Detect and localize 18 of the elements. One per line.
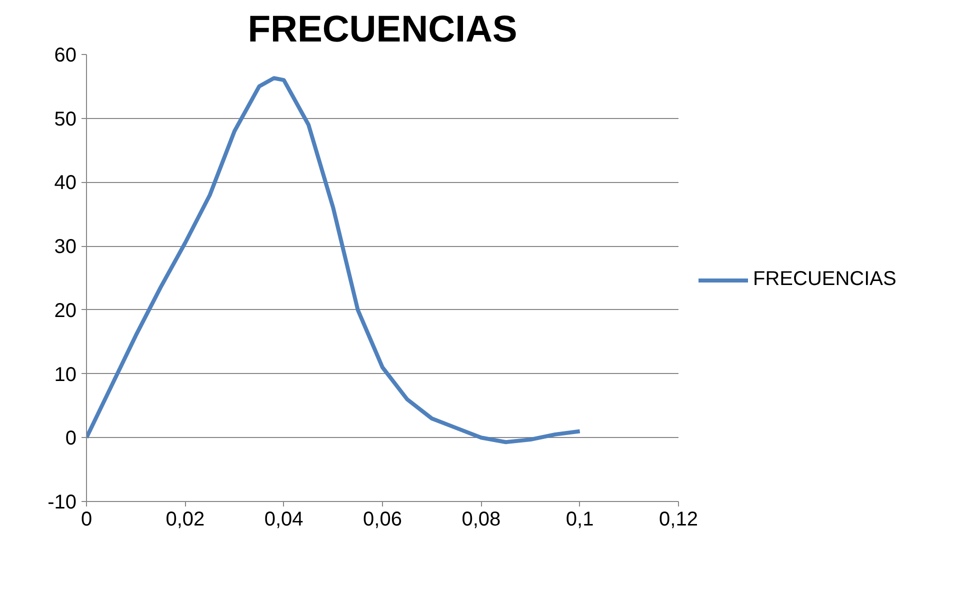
x-tick-label: 0,06 (363, 508, 402, 530)
x-tick-label: 0 (80, 508, 92, 530)
y-tick-label: 50 (54, 108, 77, 130)
x-tick-label: 0,02 (166, 508, 205, 530)
y-tick-label: 0 (65, 428, 76, 450)
x-tick-label: 0,12 (659, 508, 698, 530)
x-tick-label: 0,1 (566, 508, 594, 530)
legend-label: FRECUENCIAS (753, 268, 896, 291)
line-series (86, 76, 582, 444)
x-tick-label: 0,04 (264, 508, 304, 530)
y-tick-label: 40 (54, 172, 77, 194)
chart-title: FRECUENCIAS (248, 8, 518, 50)
y-tick-label: 20 (54, 300, 77, 322)
y-tick-label: -10 (48, 492, 76, 514)
y-tick-label: 60 (54, 44, 77, 66)
y-tick-label: 30 (54, 236, 77, 258)
y-tick-label: 10 (54, 364, 77, 386)
x-tick-label: 0,08 (462, 508, 501, 530)
